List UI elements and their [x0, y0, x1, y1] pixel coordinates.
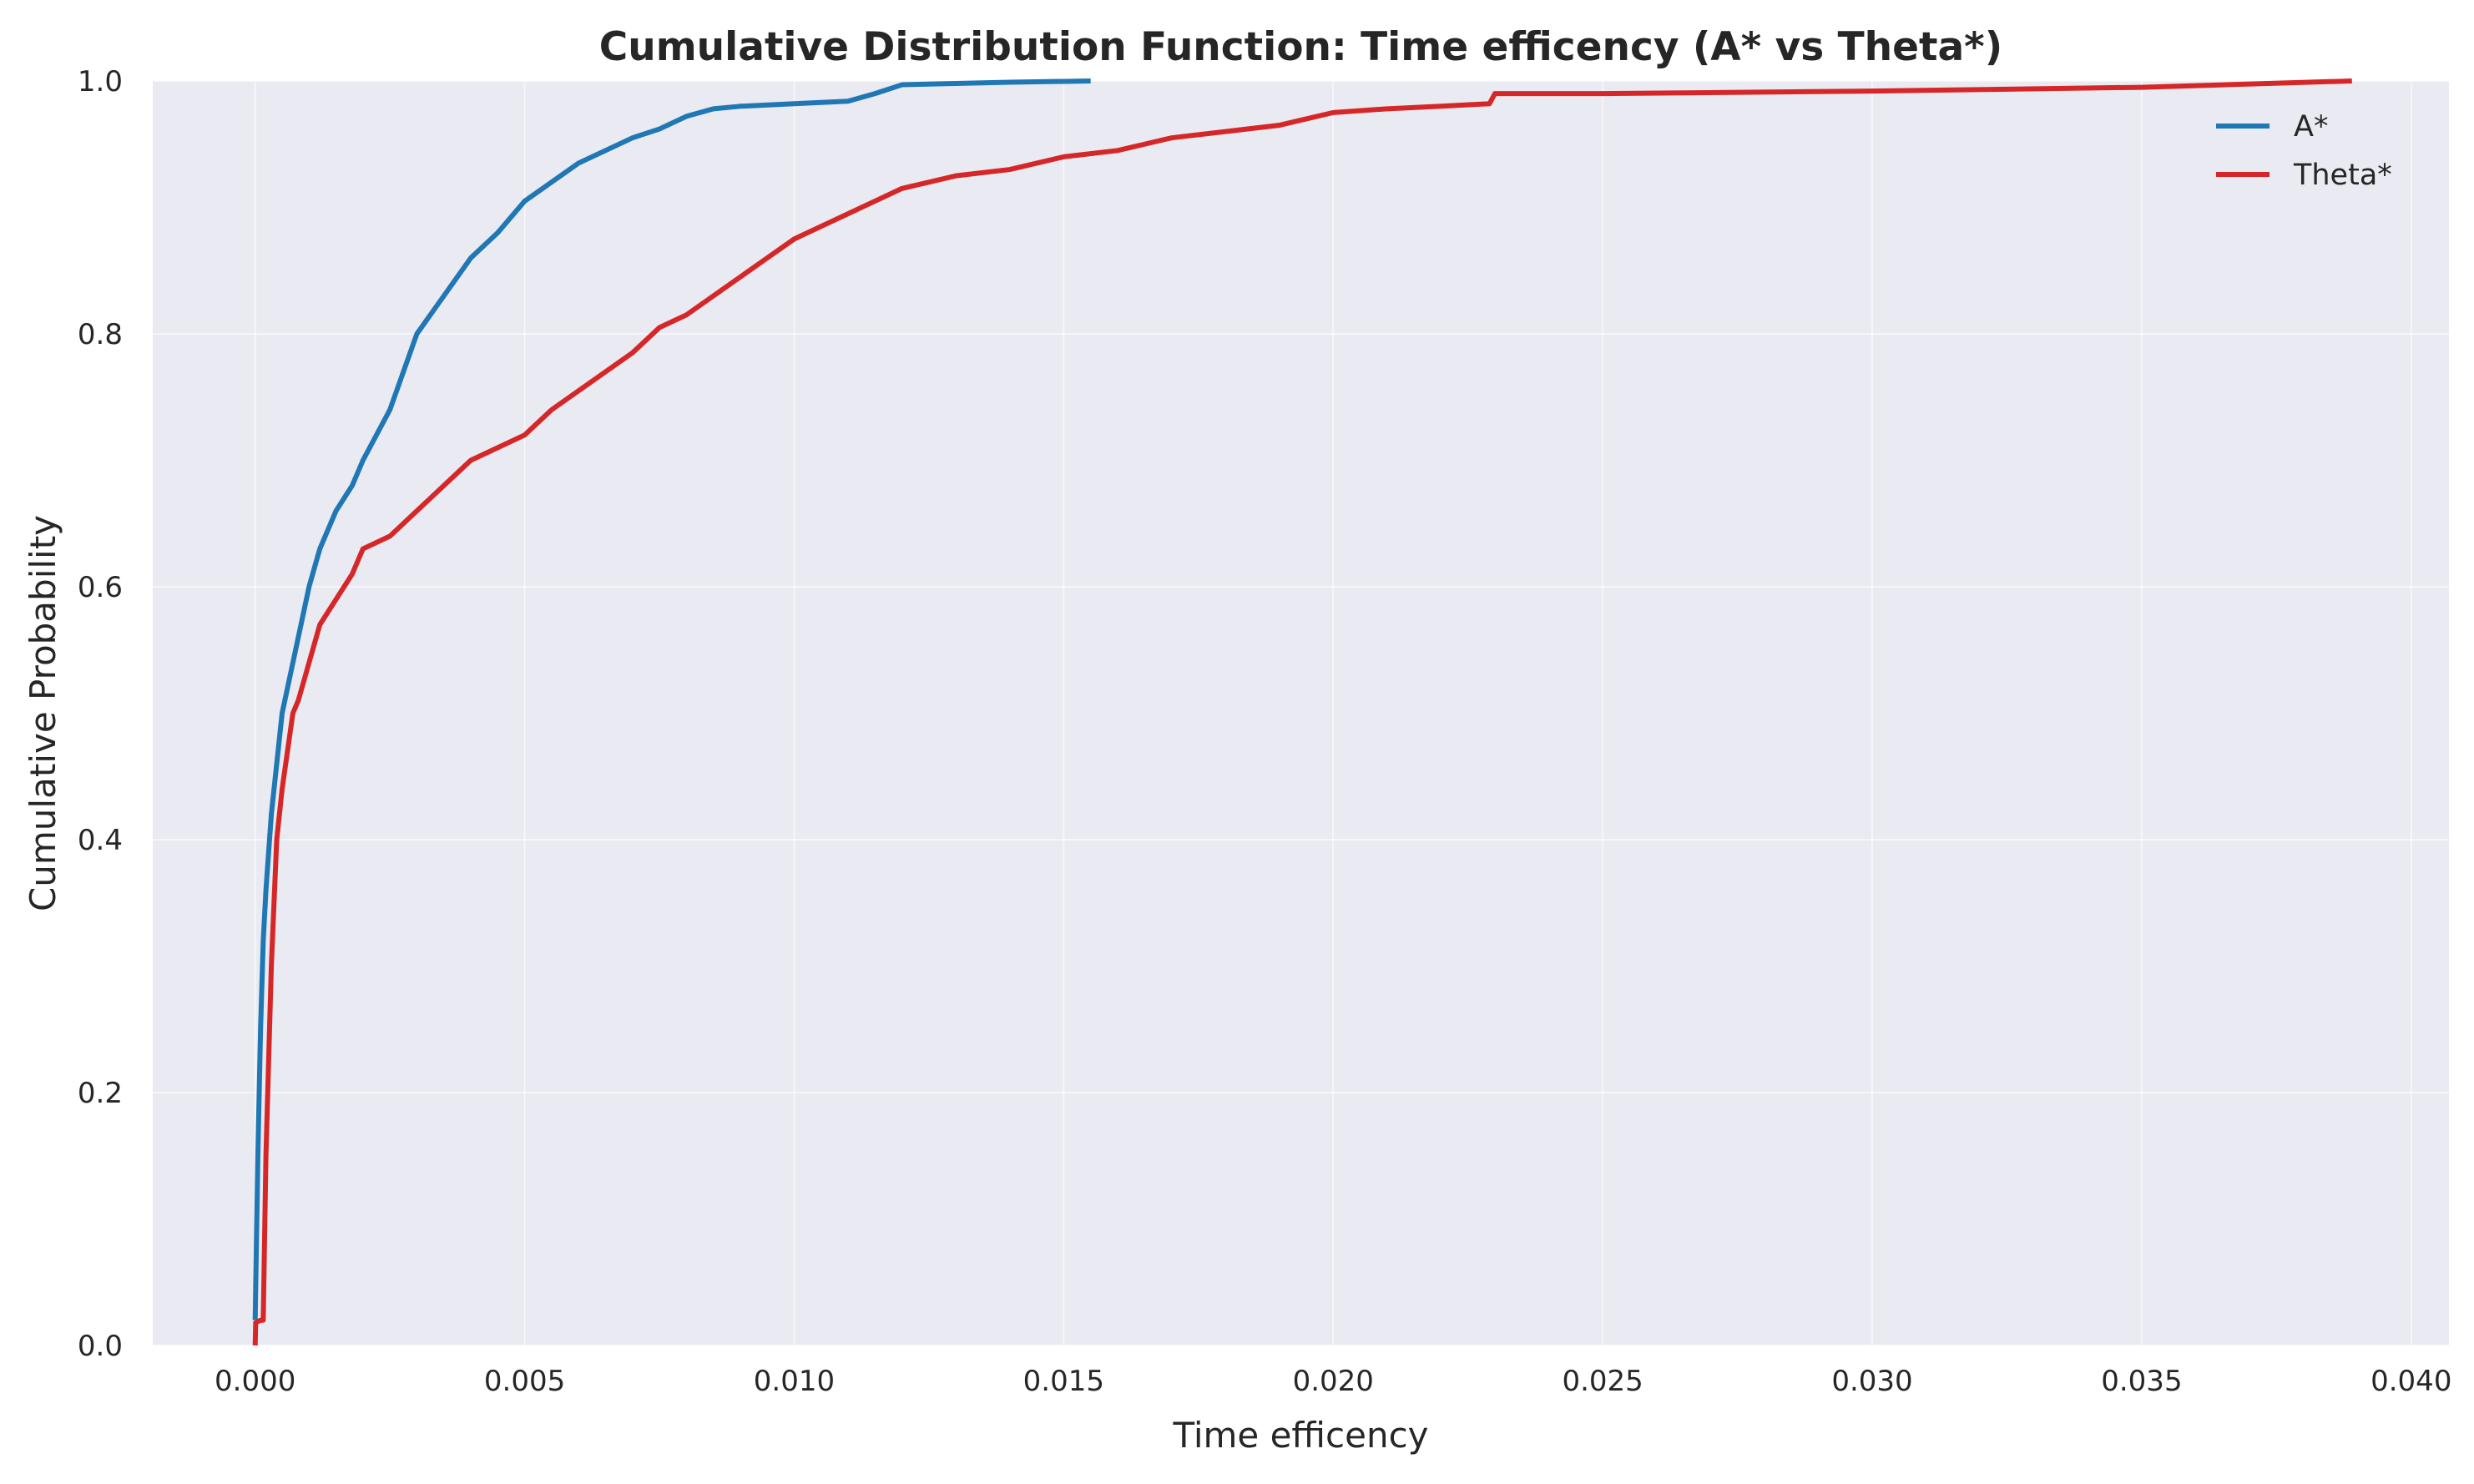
legend: A* Theta*: [2216, 110, 2392, 192]
series-lines: [252, 78, 2352, 1346]
y-tick-label: 0.2: [78, 1077, 123, 1110]
x-tick-label: 0.005: [484, 1365, 565, 1398]
tick-labels: 0.000 0.005 0.010 0.015 0.020 0.025 0.030 0.035…: [78, 65, 2452, 1398]
y-tick-label: 0.4: [78, 824, 123, 857]
legend-label-thetastar: Theta*: [2293, 159, 2392, 192]
y-tick-label: 0.0: [78, 1330, 123, 1363]
chart-title: Cumulative Distribution Function: Time e…: [599, 24, 2003, 70]
y-tick-label: 0.8: [78, 318, 123, 351]
series-line-thetastar: [252, 78, 2352, 1346]
x-tick-label: 0.040: [2370, 1365, 2451, 1398]
x-axis-label: Time efficency: [1172, 1415, 1428, 1456]
series-line-astar: [252, 78, 1091, 1320]
x-tick-label: 0.025: [1562, 1365, 1643, 1398]
x-tick-label: 0.000: [215, 1365, 295, 1398]
x-tick-label: 0.020: [1293, 1365, 1374, 1398]
y-axis-label: Cumulative Probability: [23, 515, 63, 911]
x-tick-label: 0.015: [1023, 1365, 1104, 1398]
legend-label-astar: A*: [2294, 110, 2328, 144]
x-tick-label: 0.010: [754, 1365, 835, 1398]
x-tick-label: 0.030: [1831, 1365, 1912, 1398]
y-tick-label: 1.0: [78, 65, 123, 98]
plot-area: [153, 81, 2449, 1345]
grid-lines: [153, 80, 2449, 1346]
x-tick-label: 0.035: [2101, 1365, 2182, 1398]
y-tick-label: 0.6: [78, 571, 123, 604]
